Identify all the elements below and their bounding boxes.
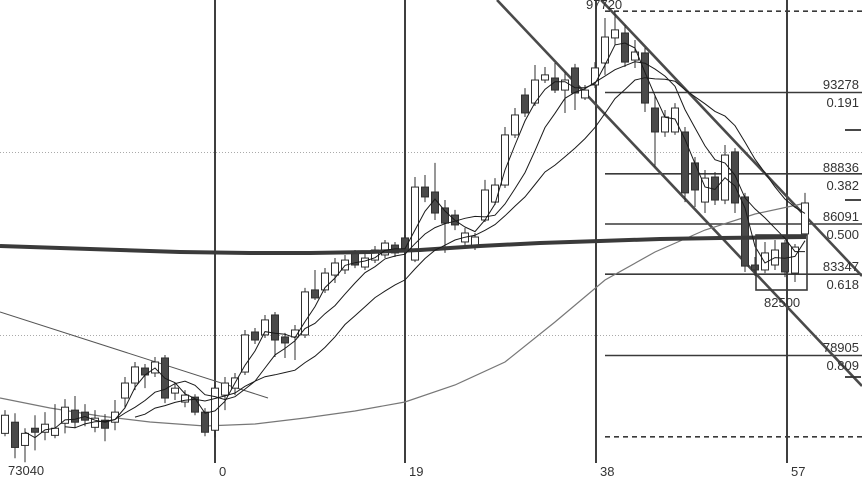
box-price-label: 82500 bbox=[764, 295, 800, 310]
bull-candle bbox=[601, 36, 609, 64]
bear-candle bbox=[421, 186, 429, 198]
bull-candle bbox=[701, 177, 709, 203]
bear-candle bbox=[691, 162, 699, 191]
sma-line bbox=[64, 61, 805, 429]
pattern-box-layer bbox=[755, 234, 808, 291]
bull-candle bbox=[491, 184, 499, 203]
bull-candle bbox=[361, 257, 369, 268]
fib-price-label: 78905 bbox=[823, 340, 859, 355]
downtrend-channel-line bbox=[600, 0, 862, 277]
sma-line bbox=[24, 42, 806, 439]
bull-candle bbox=[511, 114, 519, 136]
bull-candle bbox=[581, 89, 589, 99]
swing-low-price-label: 73040 bbox=[8, 463, 44, 478]
fib-ratio-label: 0.191 bbox=[826, 95, 859, 110]
downtrend-channel-line bbox=[496, 0, 862, 387]
bear-candle bbox=[571, 67, 579, 94]
bear-candle bbox=[251, 331, 259, 341]
bull-candle bbox=[171, 387, 179, 394]
thick-ma-line bbox=[0, 235, 807, 255]
fib-ratio-label: 0.618 bbox=[826, 277, 859, 292]
ma-layer bbox=[24, 42, 806, 439]
bear-candle bbox=[311, 289, 319, 299]
bear-candle bbox=[141, 367, 149, 376]
bull-candle bbox=[561, 79, 569, 91]
bull-candle bbox=[41, 423, 49, 433]
bull-candle bbox=[121, 382, 129, 399]
bear-candle bbox=[441, 207, 449, 224]
thick-ma-layer bbox=[0, 235, 807, 255]
bull-candle bbox=[261, 319, 269, 336]
bull-candle bbox=[541, 74, 549, 81]
bear-candle bbox=[201, 411, 209, 433]
x-axis-label: 57 bbox=[791, 464, 805, 479]
fib-price-label: 83347 bbox=[823, 259, 859, 274]
slow-ma-layer bbox=[0, 202, 807, 427]
fib-price-label: 86091 bbox=[823, 209, 859, 224]
x-axis-label: 0 bbox=[219, 464, 226, 479]
fib-ratio-label: 0.809 bbox=[826, 358, 859, 373]
bear-candle bbox=[651, 107, 659, 133]
bull-candle bbox=[611, 29, 619, 39]
bear-candle bbox=[681, 131, 689, 194]
bull-candle bbox=[61, 406, 69, 424]
bull-candle bbox=[301, 291, 309, 336]
bear-candle bbox=[621, 32, 629, 63]
x-axis-label: 19 bbox=[409, 464, 423, 479]
bear-candle bbox=[101, 419, 109, 429]
fib-ratio-label: 0.382 bbox=[826, 178, 859, 193]
pattern-box bbox=[755, 234, 808, 291]
bull-candle bbox=[331, 262, 339, 276]
bull-candle bbox=[211, 387, 219, 431]
bear-candle bbox=[71, 409, 79, 423]
bear-candle bbox=[751, 264, 759, 271]
fib-price-label: 88836 bbox=[823, 160, 859, 175]
bull-candle bbox=[51, 427, 59, 436]
bear-candle bbox=[731, 151, 739, 204]
sma-line bbox=[134, 77, 806, 418]
bull-candle bbox=[221, 382, 229, 396]
bear-candle bbox=[11, 421, 19, 448]
bull-candle bbox=[131, 366, 139, 384]
bear-candle bbox=[281, 336, 289, 344]
bear-candle bbox=[191, 396, 199, 413]
bull-candle bbox=[241, 334, 249, 373]
bear-candle bbox=[521, 94, 529, 114]
fib-price-label: 93278 bbox=[823, 77, 859, 92]
bull-candle bbox=[1, 414, 9, 434]
bull-candle bbox=[321, 272, 329, 291]
right-dash-layer bbox=[845, 129, 861, 378]
fib-ratio-label: 0.500 bbox=[826, 227, 859, 242]
bull-candle bbox=[381, 242, 389, 256]
bull-candle bbox=[801, 202, 809, 235]
swing-high-price-label: 97720 bbox=[586, 0, 622, 12]
bull-candle bbox=[181, 394, 189, 403]
bull-candle bbox=[791, 246, 799, 274]
x-axis-label: 38 bbox=[600, 464, 614, 479]
bull-candle bbox=[661, 116, 669, 133]
bull-candle bbox=[21, 432, 29, 446]
slow-ma-line bbox=[0, 202, 807, 427]
candles-layer bbox=[1, 11, 809, 463]
bear-candle bbox=[271, 314, 279, 341]
bear-candle bbox=[31, 427, 39, 433]
